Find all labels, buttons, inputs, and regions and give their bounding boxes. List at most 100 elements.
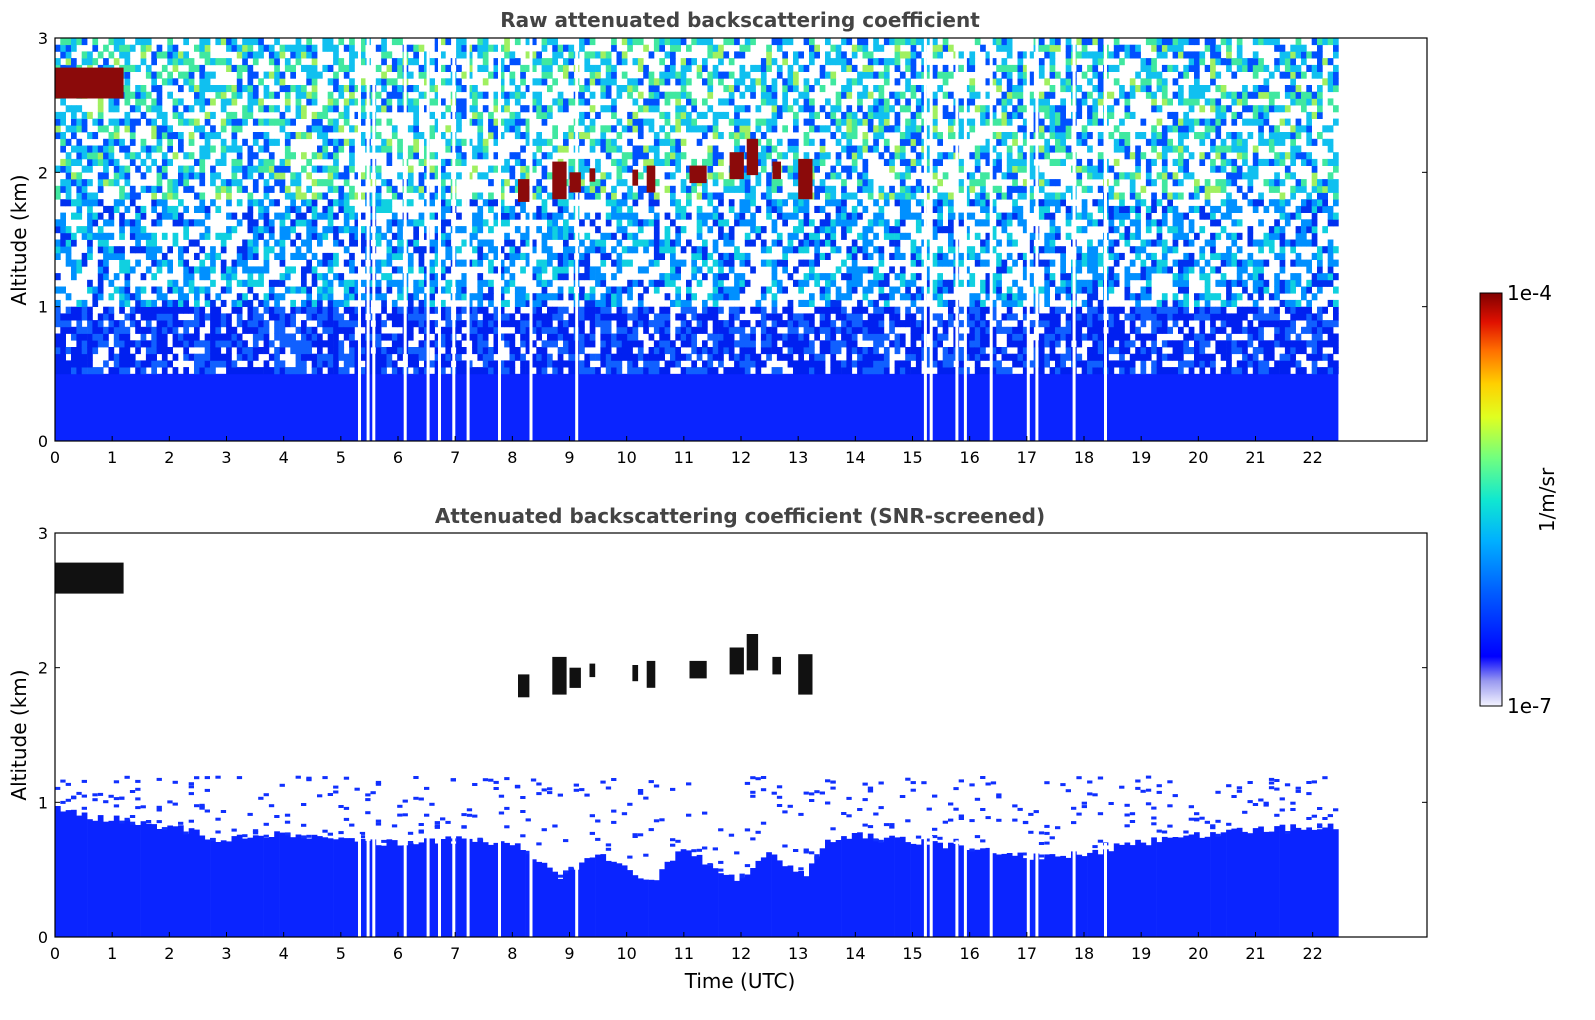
heatmap-cell (948, 192, 954, 200)
heatmap-cell (926, 286, 933, 294)
heatmap-cell (220, 91, 227, 99)
heatmap-cell (563, 105, 569, 113)
heatmap-cell (899, 185, 906, 193)
heatmap-cell (862, 205, 869, 213)
heatmap-cell (691, 105, 697, 113)
heatmap-cell (793, 125, 799, 133)
heatmap-cell (76, 320, 83, 328)
heatmap-cell (894, 38, 901, 46)
heatmap-cell (151, 185, 157, 193)
heatmap-cell (359, 212, 366, 220)
heatmap-cell (445, 105, 452, 113)
heatmap-cell (627, 259, 633, 267)
heatmap-cell (466, 306, 473, 314)
heatmap-cell (621, 158, 628, 166)
heatmap-cell (798, 367, 804, 375)
heatmap-cell (744, 279, 751, 287)
heatmap-cell (793, 205, 799, 213)
heatmap-cell (493, 118, 500, 126)
heatmap-cell (397, 152, 403, 160)
heatmap-cell (333, 326, 339, 334)
heatmap-cell (55, 111, 61, 119)
heatmap-cell (616, 293, 623, 301)
heatmap-cell (686, 340, 692, 348)
heatmap-cell (696, 252, 703, 260)
heatmap-cell (252, 226, 259, 234)
heatmap-cell (322, 306, 329, 314)
heatmap-cell (541, 232, 548, 240)
heatmap-cell (643, 71, 649, 79)
heatmap-cell (835, 367, 842, 375)
heatmap-cell (771, 320, 778, 328)
heatmap-cell (659, 111, 665, 119)
heatmap-cell (477, 111, 484, 119)
heatmap-cell (140, 98, 147, 106)
heatmap-cell (279, 111, 286, 119)
heatmap-cell (851, 360, 858, 368)
heatmap-cell (958, 353, 965, 361)
heatmap-cell (498, 58, 505, 66)
heatmap-cell (194, 340, 200, 348)
heatmap-cell (199, 91, 206, 99)
heatmap-cell (873, 199, 879, 207)
heatmap-cell (723, 219, 730, 227)
heatmap-cell (354, 286, 361, 294)
heatmap-cell (391, 132, 398, 140)
heatmap-cell (595, 239, 601, 247)
heatmap-cell (322, 340, 329, 348)
heatmap-cell (846, 293, 853, 301)
heatmap-cell (87, 246, 93, 254)
heatmap-cell (242, 293, 248, 301)
heatmap-cell (156, 125, 163, 133)
heatmap-cell (161, 199, 168, 207)
heatmap-cell (429, 172, 435, 180)
heatmap-cell (787, 38, 794, 46)
heatmap-cell (338, 313, 345, 321)
heatmap-cell (536, 138, 542, 146)
heatmap-cell (172, 333, 179, 341)
heatmap-cell (55, 219, 61, 227)
heatmap-cell (482, 293, 489, 301)
heatmap-cell (456, 111, 462, 119)
heatmap-cell (188, 239, 195, 247)
heatmap-cell (835, 219, 842, 227)
heatmap-cell (942, 71, 949, 79)
heatmap-cell (653, 199, 660, 207)
heatmap-cell (926, 185, 933, 193)
heatmap-cell (268, 51, 275, 59)
heatmap-cell (258, 145, 264, 153)
heatmap-cell (274, 91, 280, 99)
heatmap-cell (119, 44, 125, 52)
heatmap-cell (664, 246, 671, 254)
heatmap-cell (461, 279, 468, 287)
heatmap-cell (247, 205, 254, 213)
heatmap-cell (252, 279, 259, 287)
heatmap-cell (589, 340, 596, 348)
heatmap-cell (252, 353, 259, 361)
heatmap-cell (728, 347, 735, 355)
heatmap-cell (76, 205, 83, 213)
heatmap-cell (653, 192, 660, 200)
heatmap-cell (894, 152, 901, 160)
heatmap-cell (199, 259, 206, 267)
heatmap-cell (637, 185, 644, 193)
heatmap-cell (664, 313, 671, 321)
heatmap-cell (252, 91, 259, 99)
heatmap-cell (905, 58, 911, 66)
heatmap-cell (787, 333, 794, 341)
heatmap-cell (734, 138, 740, 146)
heatmap-cell (632, 111, 639, 119)
heatmap-cell (258, 78, 264, 86)
heatmap-cell (803, 340, 810, 348)
heatmap-cell (536, 333, 542, 341)
heatmap-cell (472, 306, 478, 314)
heatmap-cell (445, 333, 452, 341)
heatmap-cell (477, 192, 484, 200)
heatmap-cell (482, 279, 489, 287)
heatmap-cell (766, 185, 772, 193)
heatmap-cell (530, 158, 537, 166)
heatmap-cell (279, 219, 286, 227)
heatmap-cell (825, 185, 831, 193)
heatmap-cell (793, 111, 799, 119)
heatmap-cell (76, 125, 83, 133)
